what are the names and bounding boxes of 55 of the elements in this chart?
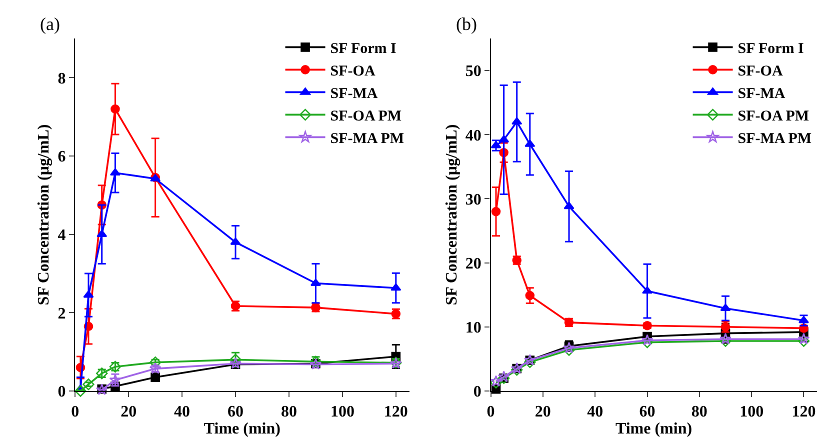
y-tick-label: 40 xyxy=(465,127,482,144)
x-tick-label: 80 xyxy=(280,403,297,420)
x-tick-label: 100 xyxy=(330,403,354,420)
point xyxy=(110,168,120,176)
y-tick-label: 6 xyxy=(58,148,66,166)
y-tick-label: 0 xyxy=(58,384,66,401)
legend-label: SF-OA xyxy=(330,64,376,80)
y-tick-label: 8 xyxy=(58,70,66,88)
point xyxy=(230,357,242,369)
x-tick-label: 40 xyxy=(587,403,604,420)
point xyxy=(82,378,94,390)
point xyxy=(798,335,810,347)
y-tick-label: 30 xyxy=(465,191,482,208)
x-tick-label: 60 xyxy=(228,403,244,420)
x-tick-label: 0 xyxy=(71,403,80,420)
point xyxy=(150,372,160,382)
point xyxy=(390,283,402,291)
point xyxy=(798,332,810,344)
x-axis-title: Time (min) xyxy=(615,420,692,438)
legend-label: SF-MA xyxy=(330,86,378,102)
x-tick-label: 100 xyxy=(740,403,764,420)
y-tick-label: 2 xyxy=(58,305,66,322)
legend-label: SF-OA PM xyxy=(330,108,402,125)
point xyxy=(641,334,654,346)
point xyxy=(149,362,162,374)
x-tick-label: 40 xyxy=(174,403,190,420)
legend-label: SF-OA xyxy=(738,64,783,80)
chart-title: (a) xyxy=(40,14,60,34)
point xyxy=(524,356,536,368)
legend-label: SF Form I xyxy=(738,41,804,58)
point xyxy=(83,290,94,298)
x-axis-title: Time (min) xyxy=(204,420,280,438)
y-tick-label: 0 xyxy=(473,384,482,401)
chart-title: (b) xyxy=(456,14,477,34)
y-axis-title: SF Concentration (μg/mL) xyxy=(36,124,53,306)
y-tick-label: 50 xyxy=(465,63,482,80)
point xyxy=(641,336,654,348)
point xyxy=(720,332,732,344)
legend-label: SF-MA xyxy=(738,86,786,102)
point xyxy=(110,104,120,114)
x-tick-label: 0 xyxy=(486,403,495,420)
legend-label: SF Form I xyxy=(330,41,397,58)
point xyxy=(563,344,575,356)
y-axis-title: SF Concentration (μg/mL) xyxy=(443,124,460,306)
x-tick-label: 120 xyxy=(792,403,816,420)
y-tick-label: 4 xyxy=(58,226,66,244)
legend-label: SF-MA PM xyxy=(330,131,404,148)
y-tick-label: 10 xyxy=(465,320,482,337)
x-tick-label: 20 xyxy=(120,403,137,420)
x-tick-label: 120 xyxy=(384,403,408,420)
x-tick-label: 80 xyxy=(691,403,708,420)
x-tick-label: 60 xyxy=(639,403,656,420)
x-tick-label: 20 xyxy=(534,403,551,420)
y-tick-label: 20 xyxy=(465,255,482,272)
point xyxy=(74,385,86,397)
